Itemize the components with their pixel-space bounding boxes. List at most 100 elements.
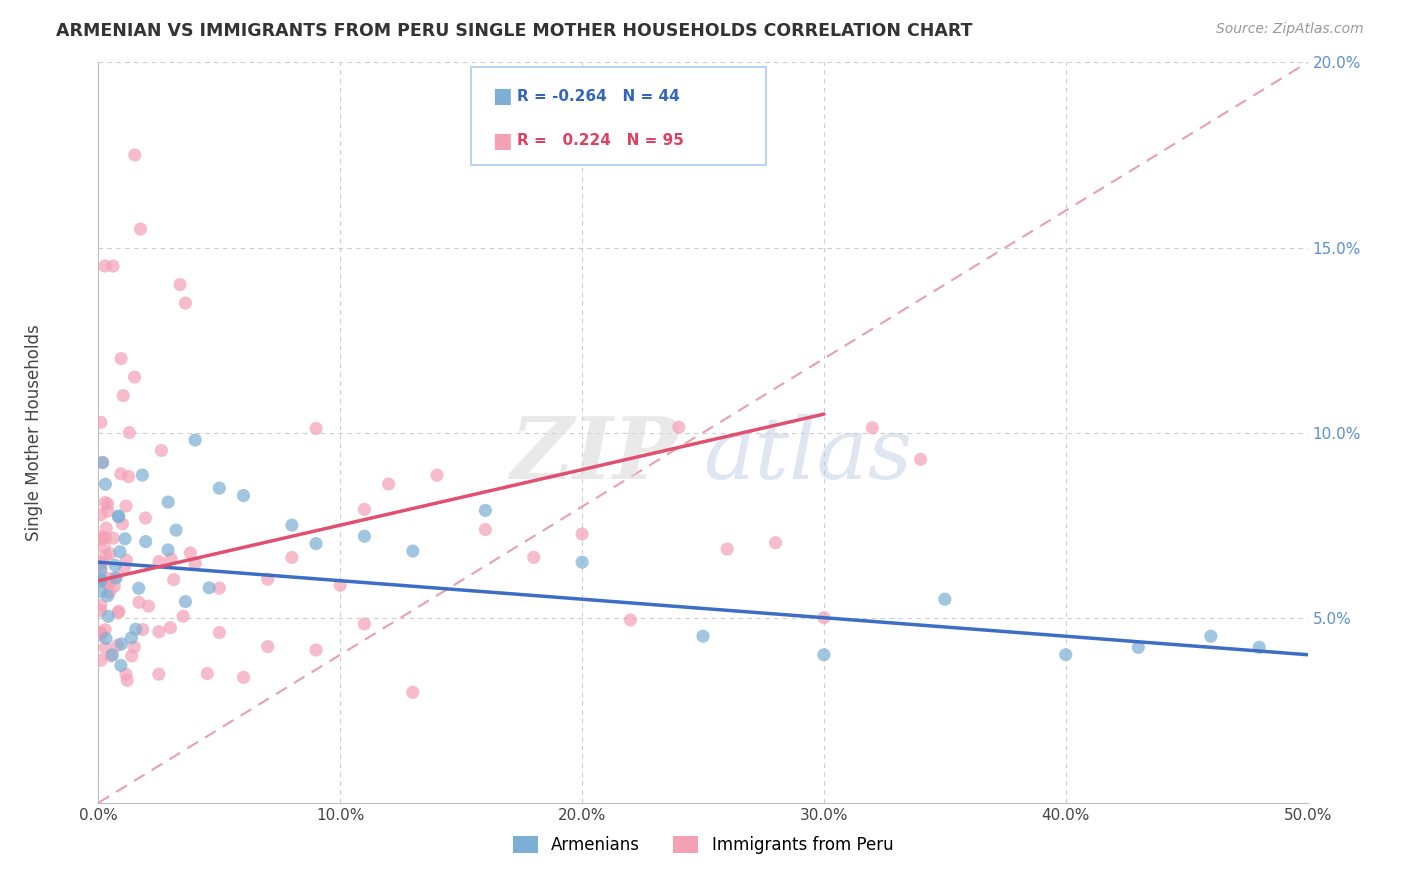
Point bbox=[692, 629, 714, 643]
Point bbox=[571, 555, 593, 569]
Point bbox=[426, 468, 449, 483]
Point bbox=[619, 613, 641, 627]
Point bbox=[107, 638, 129, 652]
Point bbox=[103, 579, 125, 593]
Point bbox=[150, 443, 173, 458]
Point bbox=[157, 543, 180, 558]
Point bbox=[93, 540, 115, 554]
Legend: Armenians, Immigrants from Peru: Armenians, Immigrants from Peru bbox=[506, 830, 900, 861]
Point bbox=[91, 555, 114, 569]
Point bbox=[115, 673, 138, 688]
Point bbox=[195, 666, 218, 681]
Point bbox=[163, 573, 186, 587]
Point bbox=[110, 658, 132, 673]
Point bbox=[90, 653, 112, 667]
Point bbox=[377, 477, 399, 491]
Point bbox=[910, 452, 932, 467]
Point bbox=[281, 550, 304, 565]
Point bbox=[128, 581, 150, 595]
Point bbox=[121, 648, 143, 663]
Point bbox=[179, 546, 201, 560]
Point bbox=[474, 503, 496, 517]
Point bbox=[91, 533, 114, 547]
Point bbox=[232, 489, 254, 503]
Point bbox=[305, 643, 328, 657]
Point bbox=[97, 504, 120, 518]
Point bbox=[90, 556, 112, 570]
Point bbox=[148, 555, 170, 569]
Point bbox=[148, 624, 170, 639]
Point bbox=[256, 640, 278, 654]
Point bbox=[353, 529, 375, 543]
Text: R =   0.224   N = 95: R = 0.224 N = 95 bbox=[517, 134, 685, 148]
Point bbox=[104, 571, 127, 585]
Point bbox=[90, 599, 112, 613]
Point bbox=[124, 370, 146, 384]
Point bbox=[97, 571, 120, 585]
Point bbox=[96, 521, 118, 535]
Point bbox=[110, 637, 132, 651]
Point bbox=[107, 604, 129, 618]
Point bbox=[90, 563, 112, 577]
Point bbox=[765, 535, 787, 549]
Point bbox=[165, 523, 187, 537]
Text: ■: ■ bbox=[492, 87, 512, 106]
Point bbox=[174, 594, 197, 608]
Point bbox=[110, 467, 132, 481]
Point bbox=[329, 578, 352, 592]
Point bbox=[281, 518, 304, 533]
Point bbox=[112, 561, 135, 575]
Text: Source: ZipAtlas.com: Source: ZipAtlas.com bbox=[1216, 22, 1364, 37]
Point bbox=[128, 595, 150, 609]
Text: ARMENIAN VS IMMIGRANTS FROM PERU SINGLE MOTHER HOUSEHOLDS CORRELATION CHART: ARMENIAN VS IMMIGRANTS FROM PERU SINGLE … bbox=[56, 22, 973, 40]
Point bbox=[107, 508, 129, 523]
Point bbox=[111, 516, 134, 531]
Point bbox=[90, 625, 112, 640]
Point bbox=[134, 511, 156, 525]
Point bbox=[108, 544, 131, 558]
Point bbox=[198, 581, 221, 595]
Point bbox=[160, 551, 183, 566]
Point bbox=[90, 604, 112, 618]
Point bbox=[129, 222, 152, 236]
Point bbox=[118, 425, 141, 440]
Point bbox=[813, 648, 835, 662]
Point bbox=[120, 631, 142, 645]
Point bbox=[90, 628, 112, 642]
Point bbox=[94, 640, 117, 655]
Point bbox=[208, 625, 231, 640]
Point bbox=[94, 259, 117, 273]
Point bbox=[90, 584, 112, 599]
Point bbox=[172, 609, 194, 624]
Point bbox=[103, 531, 125, 545]
Point bbox=[934, 592, 956, 607]
Point bbox=[184, 557, 207, 571]
Point bbox=[100, 648, 122, 663]
Point bbox=[208, 481, 231, 495]
Point bbox=[135, 534, 157, 549]
Point bbox=[104, 570, 127, 584]
Point bbox=[353, 617, 375, 632]
Point bbox=[131, 468, 153, 483]
Point bbox=[98, 575, 121, 590]
Point bbox=[107, 510, 129, 524]
Text: ■: ■ bbox=[492, 131, 512, 151]
Point bbox=[353, 502, 375, 516]
Point bbox=[90, 508, 112, 522]
Point bbox=[232, 670, 254, 684]
Point bbox=[94, 531, 117, 545]
Point bbox=[94, 632, 117, 646]
Point bbox=[90, 626, 112, 640]
Text: R = -0.264   N = 44: R = -0.264 N = 44 bbox=[517, 89, 681, 103]
Point bbox=[174, 296, 197, 310]
Point bbox=[523, 550, 546, 565]
Point bbox=[101, 648, 124, 662]
Point bbox=[98, 585, 121, 599]
Point bbox=[94, 549, 117, 563]
Point bbox=[115, 667, 138, 681]
Text: atlas: atlas bbox=[703, 414, 912, 496]
Point bbox=[159, 621, 181, 635]
Point bbox=[91, 456, 114, 470]
Point bbox=[90, 415, 112, 429]
Point bbox=[1199, 629, 1222, 643]
